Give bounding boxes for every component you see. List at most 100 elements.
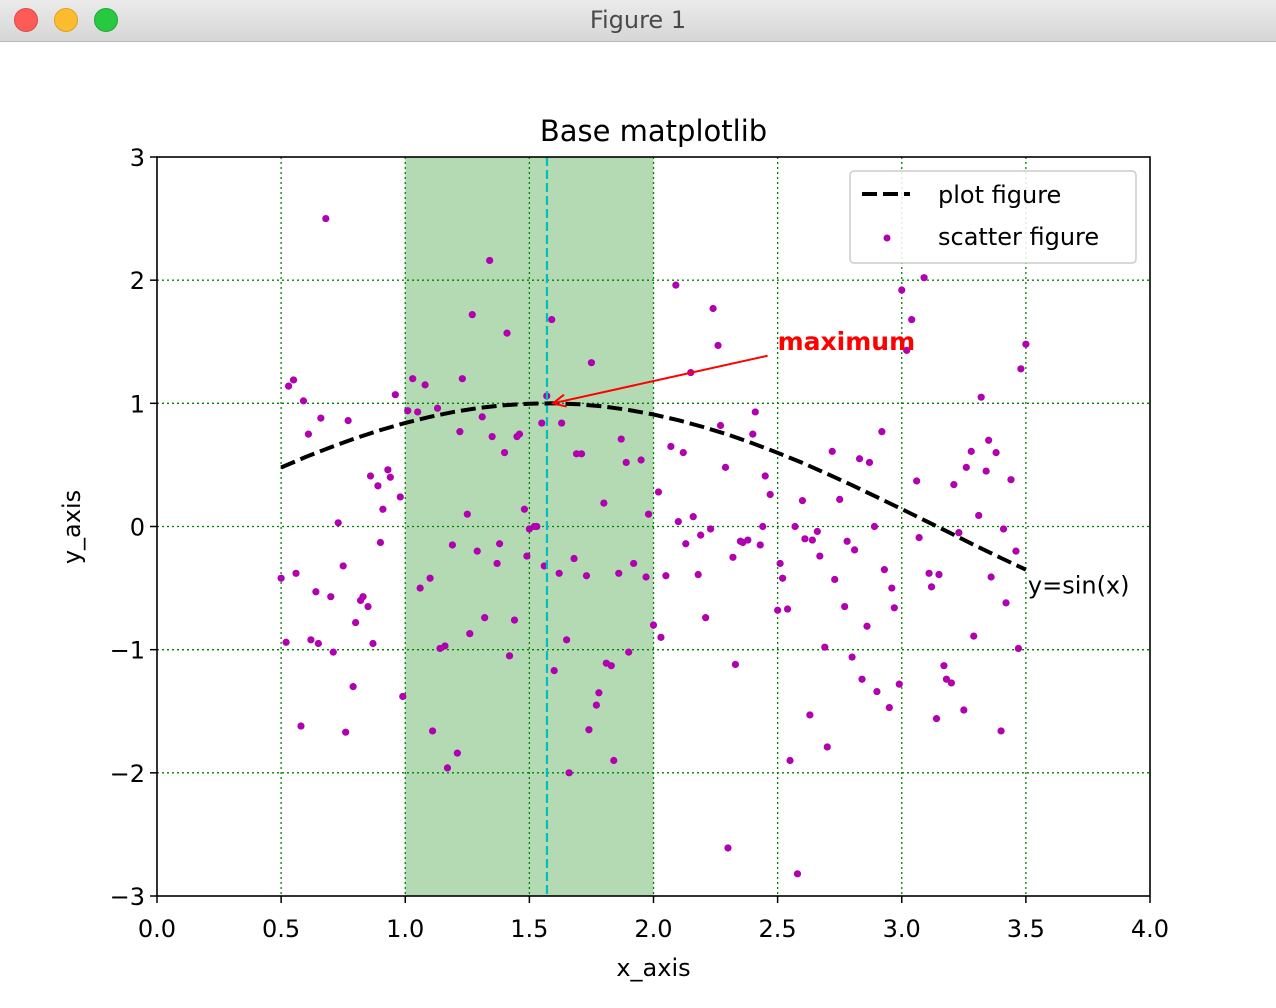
scatter-point-91 <box>615 569 623 577</box>
scatter-point-62 <box>510 616 519 624</box>
scatter-point-102 <box>662 572 670 580</box>
scatter-point-93 <box>622 458 630 467</box>
scatter-point-159 <box>880 566 888 574</box>
scatter-point-141 <box>813 527 821 536</box>
scatter-point-78 <box>565 769 573 777</box>
annotation-text: maximum <box>778 327 916 356</box>
scatter-point-2 <box>284 382 293 390</box>
scatter-point-180 <box>962 463 970 471</box>
scatter-point-143 <box>821 643 829 651</box>
scatter-point-162 <box>890 604 898 612</box>
scatter-point-191 <box>1002 599 1010 607</box>
scatter-point-59 <box>500 449 509 457</box>
scatter-point-65 <box>520 505 529 513</box>
scatter-point-47 <box>456 428 464 436</box>
sine-curve <box>280 401 1027 572</box>
scatter-point-131 <box>776 559 784 568</box>
scatter-point-173 <box>935 570 943 579</box>
scatter-point-132 <box>778 574 787 582</box>
legend: plot figure scatter figure <box>849 170 1137 264</box>
scatter-point-123 <box>744 536 752 544</box>
x-axis-label: x_axis <box>616 954 690 982</box>
y-tick-label-0: −3 <box>110 883 145 911</box>
scatter-point-48 <box>458 375 466 383</box>
scatter-point-64 <box>515 430 524 438</box>
scatter-point-116 <box>716 421 725 430</box>
x-tick-label-0: 0.0 <box>138 915 176 943</box>
x-tick-label-5: 2.5 <box>759 915 797 943</box>
scatter-point-97 <box>642 573 650 581</box>
scatter-point-38 <box>421 381 429 389</box>
scatter-point-100 <box>654 488 663 496</box>
scatter-point-24 <box>366 472 375 480</box>
scatter-point-15 <box>334 519 342 527</box>
close-window-button[interactable] <box>14 8 38 32</box>
scatter-point-16 <box>339 562 347 570</box>
scatter-point-29 <box>384 466 392 474</box>
scatter-point-28 <box>379 505 387 513</box>
scatter-point-110 <box>694 570 702 579</box>
zoom-window-button[interactable] <box>94 8 118 32</box>
scatter-point-85 <box>592 701 601 709</box>
scatter-point-33 <box>399 692 407 701</box>
scatter-point-176 <box>947 679 956 687</box>
scatter-point-186 <box>985 436 993 444</box>
scatter-point-139 <box>806 711 814 719</box>
scatter-point-105 <box>674 517 682 526</box>
scatter-point-114 <box>709 304 717 313</box>
scatter-point-98 <box>644 510 653 518</box>
scatter-point-107 <box>682 540 690 548</box>
legend-frame <box>849 170 1137 264</box>
scatter-point-124 <box>749 430 757 438</box>
scatter-point-165 <box>903 346 911 354</box>
scatter-point-117 <box>721 463 730 471</box>
scatter-point-120 <box>731 660 740 669</box>
scatter-point-172 <box>932 715 941 723</box>
scatter-point-53 <box>478 413 486 421</box>
scatter-point-69 <box>533 522 541 531</box>
scatter-point-11 <box>317 414 325 422</box>
scatter-point-89 <box>607 662 615 670</box>
scatter-point-151 <box>850 546 859 554</box>
scatter-point-37 <box>416 584 424 592</box>
scatter-point-183 <box>975 511 983 520</box>
window-titlebar: Figure 1 <box>0 0 1276 42</box>
scatter-point-189 <box>997 727 1005 735</box>
minimize-window-button[interactable] <box>54 8 78 32</box>
scatter-point-149 <box>843 537 851 545</box>
scatter-point-185 <box>982 467 990 475</box>
scatter-point-20 <box>352 618 360 627</box>
scatter-point-178 <box>955 529 963 537</box>
scatter-point-115 <box>714 341 722 350</box>
y-tick-label-3: 0 <box>130 514 145 542</box>
scatter-point-106 <box>679 449 687 457</box>
scatter-point-182 <box>970 632 978 640</box>
scatter-point-156 <box>870 522 879 531</box>
scatter-point-55 <box>486 256 494 265</box>
scatter-point-6 <box>299 397 308 405</box>
scatter-point-57 <box>493 559 501 568</box>
scatter-point-135 <box>791 522 799 531</box>
scatter-point-5 <box>297 722 305 730</box>
scatter-point-94 <box>625 648 633 656</box>
scatter-point-184 <box>977 393 985 401</box>
scatter-point-113 <box>706 525 715 533</box>
scatter-point-44 <box>443 764 452 772</box>
x-tick-label-8: 4.0 <box>1131 915 1169 943</box>
scatter-point-187 <box>987 573 995 581</box>
scatter-point-51 <box>468 311 476 319</box>
scatter-point-61 <box>505 652 514 660</box>
curve-label: y=sin(x) <box>1028 572 1130 600</box>
window-title: Figure 1 <box>589 6 687 34</box>
scatter-point-130 <box>774 606 782 614</box>
scatter-point-30 <box>386 473 394 481</box>
scatter-point-190 <box>999 525 1008 533</box>
scatter-point-3 <box>289 376 298 384</box>
scatter-point-58 <box>495 540 504 548</box>
scatter-point-148 <box>841 602 849 611</box>
scatter-point-169 <box>920 274 928 282</box>
scatter-point-79 <box>570 554 578 563</box>
x-tick-label-6: 3.0 <box>883 915 921 943</box>
scatter-point-104 <box>672 281 680 289</box>
scatter-point-32 <box>396 493 404 501</box>
